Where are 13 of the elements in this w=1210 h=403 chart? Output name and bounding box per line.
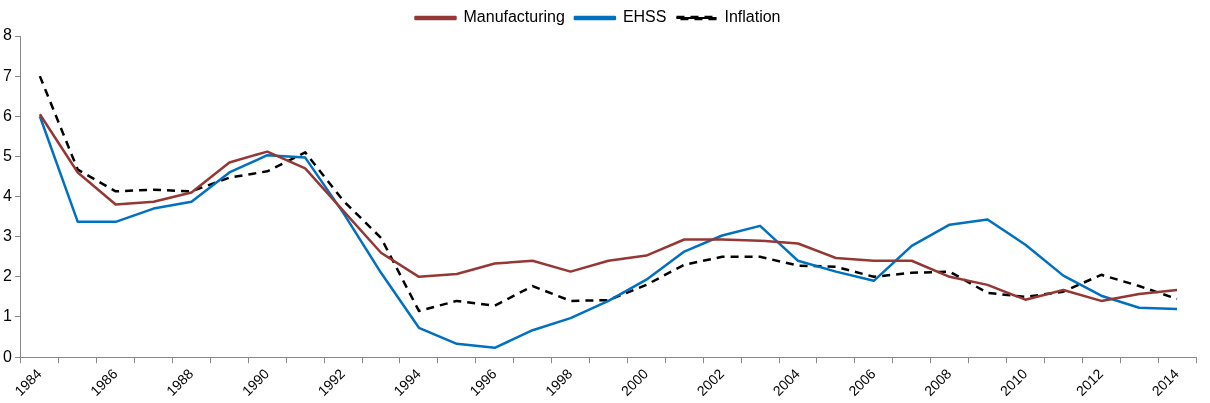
y-tick-label: 0 <box>2 347 12 365</box>
line-series <box>38 74 1179 313</box>
y-tick-label: 1 <box>2 307 12 325</box>
y-tick-label: 4 <box>2 186 12 204</box>
y-tick-label: 5 <box>2 146 12 164</box>
y-tick-label: 8 <box>2 26 12 44</box>
y-tick-label: 3 <box>2 227 12 245</box>
y-tick-label: 7 <box>2 66 12 84</box>
y-tick-label: 6 <box>2 106 12 124</box>
legend-label: EHSS <box>622 8 667 26</box>
legend-label: Inflation <box>724 8 781 26</box>
legend-label: Manufacturing <box>463 8 565 26</box>
y-tick-label: 2 <box>2 267 12 285</box>
